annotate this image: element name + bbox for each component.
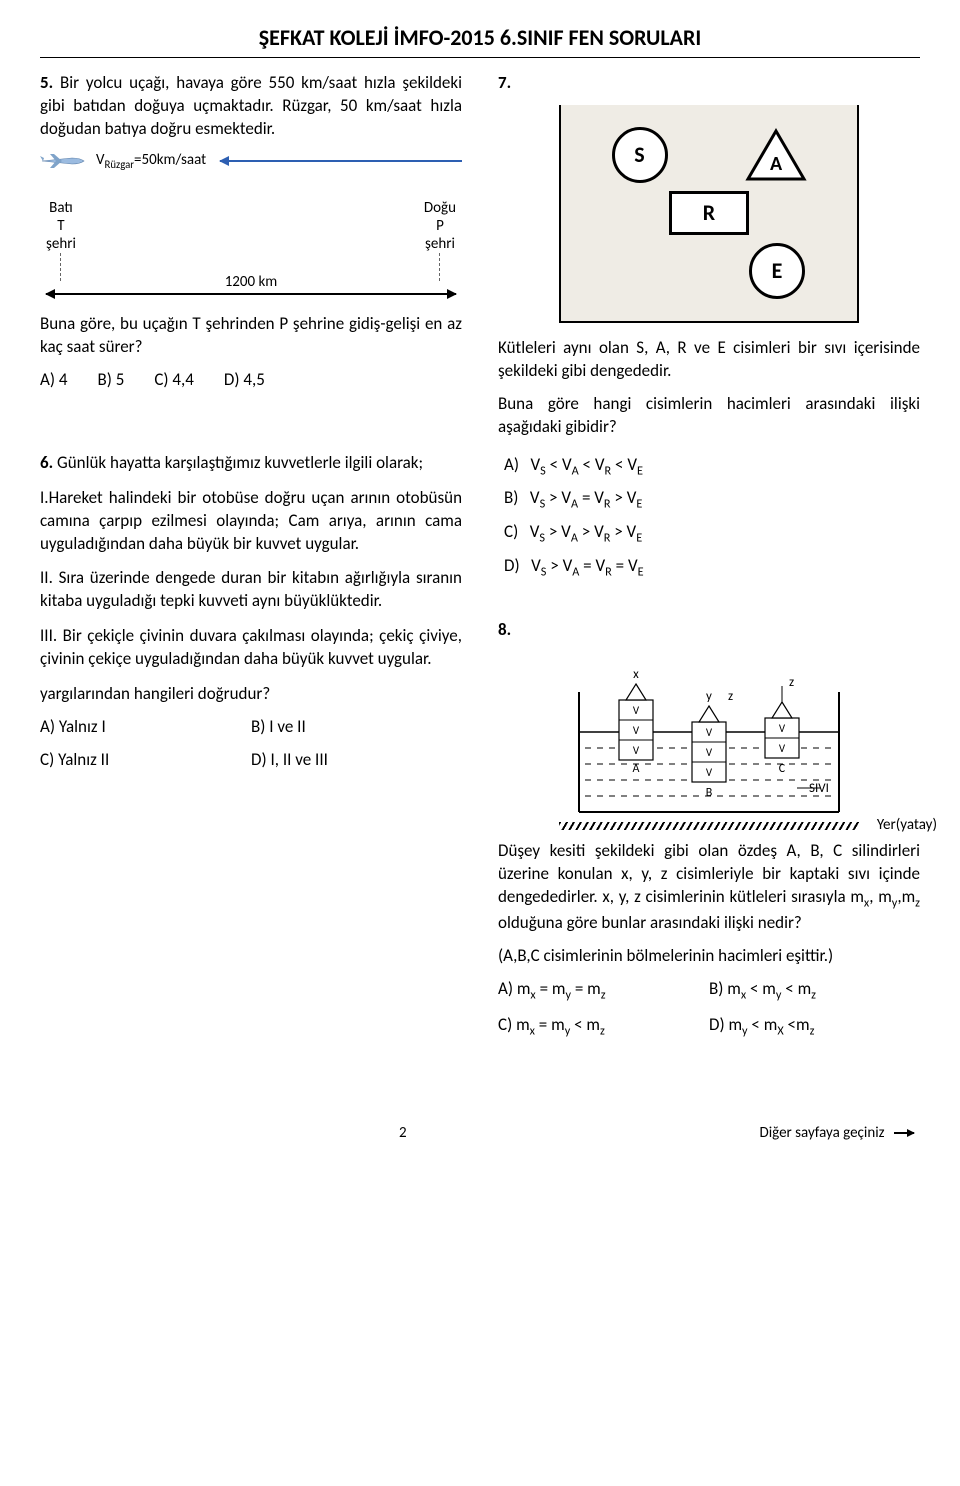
page-footer: 2 Diğer sayfaya geçiniz: [40, 1123, 920, 1142]
q7-container-diagram: S A R E: [559, 105, 859, 323]
svg-text:x: x: [633, 667, 639, 682]
q7-opt-a: A) VS < VA < VR < VE: [504, 449, 920, 483]
svg-text:A: A: [633, 762, 640, 776]
exam-page: ŞEFKAT KOLEJİ İMFO-2015 6.SINIF FEN SORU…: [0, 0, 960, 1182]
q5-left-city: Batı T şehri: [46, 199, 76, 281]
q5-choices: A) 4 B) 5 C) 4,4 D) 4,5: [40, 369, 462, 390]
q7-opt-c: C) VS > VA > VR > VE: [504, 516, 920, 550]
shape-rect-r: R: [669, 191, 749, 235]
q8-svg: V V V A x V V V: [559, 652, 859, 822]
right-column: 7. S A R E Kütleleri aynı olan S, A, R v…: [498, 72, 920, 1043]
q5-city-row: Batı T şehri Doğu P şehri: [40, 199, 462, 281]
q6-choice-c: C) Yalnız II: [40, 749, 251, 770]
q5-left-city-t: T: [46, 217, 76, 235]
q6-item3: III. Bir çekiçle çivinin duvara çakılmas…: [40, 625, 462, 671]
shape-triangle-a: A: [745, 128, 807, 182]
q5-ask: Buna göre, bu uçağın T şehrinden P şehri…: [40, 313, 462, 359]
ground-hatch-icon: [559, 822, 859, 830]
q5-choice-c: C) 4,4: [154, 369, 194, 390]
q8-choices: A) mx = my = mz B) mx < my < mz C) mx = …: [498, 978, 920, 1039]
q8-choice-b: B) mx < my < mz: [709, 978, 920, 1002]
svg-text:B: B: [706, 786, 713, 800]
cylinder-c: V V C z: [765, 675, 799, 776]
q7-row2: R: [573, 191, 845, 235]
q7-opt-b: B) VS > VA = VR > VE: [504, 482, 920, 516]
svg-text:V: V: [779, 742, 786, 755]
q6-choice-d: D) I, II ve III: [251, 749, 462, 770]
svg-text:z: z: [789, 675, 794, 690]
shape-circle-s: S: [612, 127, 668, 183]
q5-distance: 1200 km: [46, 285, 456, 303]
q6-choice-a: A) Yalnız I: [40, 716, 251, 737]
q6-intro-text: Günlük hayatta karşılaştığımız kuvvetler…: [57, 452, 423, 473]
left-column: 5. Bir yolcu uçağı, havaya göre 550 km/s…: [40, 72, 462, 1043]
q6-item2: II. Sıra üzerinde dengede duran bir kita…: [40, 567, 462, 613]
q5-choice-b: B) 5: [97, 369, 124, 390]
svg-text:C: C: [779, 762, 786, 776]
svg-text:V: V: [633, 724, 640, 737]
q5-distance-label: 1200 km: [46, 273, 456, 291]
q7-options: A) VS < VA < VR < VE B) VS > VA = VR > V…: [498, 449, 920, 584]
svg-text:z: z: [728, 689, 733, 704]
cylinder-b: V V V B y z: [692, 689, 733, 800]
q7-number: 7.: [498, 72, 511, 93]
q7-opt-d: D) VS > VA = VR = VE: [504, 550, 920, 584]
q5-body: Bir yolcu uçağı, havaya göre 550 km/saat…: [40, 72, 462, 139]
double-arrow-icon: [46, 293, 456, 295]
q5-choice-d: D) 4,5: [224, 369, 265, 390]
q5-right-city-t: P: [424, 217, 456, 235]
q5-left-dir: Batı: [46, 199, 76, 217]
wind-arrow-icon: [220, 160, 462, 162]
q6-intro: 6. Günlük hayatta karşılaştığımız kuvvet…: [40, 452, 462, 475]
q5-right-city-b: şehri: [424, 235, 456, 253]
svg-text:V: V: [779, 722, 786, 735]
q6-ask: yargılarından hangileri doğrudur?: [40, 683, 462, 706]
q8-number: 8.: [498, 619, 511, 640]
q7-lead: Kütleleri aynı olan S, A, R ve E cisimle…: [498, 337, 920, 383]
svg-text:A: A: [769, 152, 782, 176]
q8-choice-d: D) my < mX <mz: [709, 1014, 920, 1038]
svg-text:V: V: [706, 746, 713, 759]
svg-text:V: V: [633, 704, 640, 717]
q5-wind-row: VRüzgar=50km/saat: [40, 151, 462, 171]
q8-note: (A,B,C cisimlerinin bölmelerinin hacimle…: [498, 945, 920, 968]
next-page-hint: Diğer sayfaya geçiniz: [759, 1124, 914, 1142]
arrow-right-icon: [894, 1132, 914, 1134]
q8-body: Düşey kesiti şekildeki gibi olan özdeş A…: [498, 840, 920, 935]
q5-choice-a: A) 4: [40, 369, 67, 390]
q5-right-dir: Doğu: [424, 199, 456, 217]
q7-row1: S A: [573, 127, 845, 183]
q8-diagram: V V V A x V V V: [559, 652, 859, 830]
next-page-text: Diğer sayfaya geçiniz: [759, 1124, 884, 1142]
page-header: ŞEFKAT KOLEJİ İMFO-2015 6.SINIF FEN SORU…: [40, 24, 920, 58]
svg-text:V: V: [633, 744, 640, 757]
svg-text:V: V: [706, 766, 713, 779]
airplane-icon: [40, 152, 86, 170]
q7-row3: E: [573, 243, 845, 299]
q5-text: 5. Bir yolcu uçağı, havaya göre 550 km/s…: [40, 72, 462, 141]
q8-choice-a: A) mx = my = mz: [498, 978, 709, 1002]
q5-number: 5.: [40, 72, 53, 93]
q6-choice-b: B) I ve II: [251, 716, 462, 737]
q5-left-city-b: şehri: [46, 235, 76, 253]
q6-item1: I.Hareket halindeki bir otobüse doğru uç…: [40, 487, 462, 556]
q6-choices: A) Yalnız I B) I ve II C) Yalnız II D) I…: [40, 716, 462, 770]
svg-text:y: y: [706, 689, 712, 704]
two-column-layout: 5. Bir yolcu uçağı, havaya göre 550 km/s…: [40, 72, 920, 1043]
shape-circle-e: E: [749, 243, 805, 299]
q8-choice-c: C) mx = my < mz: [498, 1014, 709, 1038]
q5-wind-label: VRüzgar=50km/saat: [96, 151, 206, 171]
cylinder-a: V V V A x: [619, 667, 653, 776]
q6-number: 6.: [40, 452, 53, 473]
q5-right-city: Doğu P şehri: [424, 199, 456, 281]
q8-number-row: 8.: [498, 619, 920, 642]
q7-number-row: 7.: [498, 72, 920, 95]
q8-yer-label: Yer(yatay): [877, 816, 937, 834]
svg-text:V: V: [706, 726, 713, 739]
page-number: 2: [399, 1124, 407, 1142]
q7-ask: Buna göre hangi cisimlerin hacimleri ara…: [498, 393, 920, 439]
